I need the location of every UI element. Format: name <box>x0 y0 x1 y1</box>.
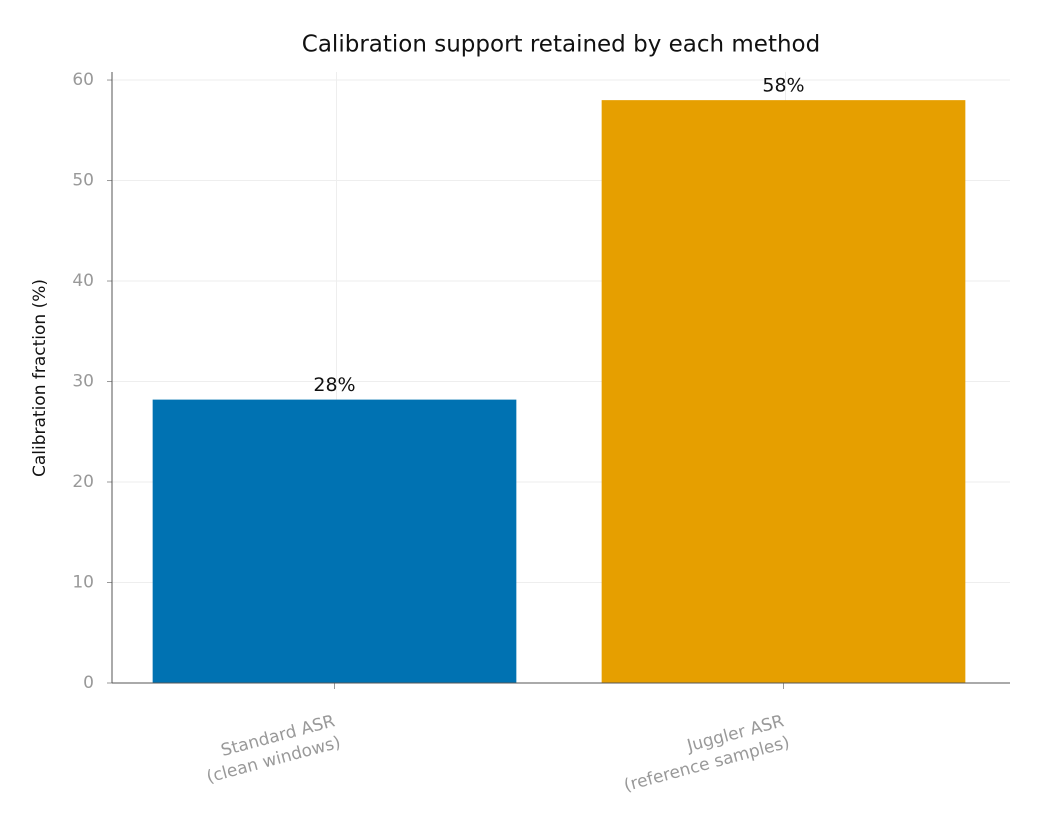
bar <box>152 399 517 683</box>
y-tick-label: 60 <box>72 70 94 90</box>
y-tick-label: 40 <box>72 271 94 291</box>
y-tick-label: 20 <box>72 472 94 492</box>
x-tick-label: Standard ASR(clean windows) <box>199 711 343 787</box>
value-label: 28% <box>313 374 355 396</box>
chart-title: Calibration support retained by each met… <box>302 32 820 58</box>
y-tick-label: 0 <box>83 673 94 693</box>
y-tick-label: 10 <box>72 573 94 593</box>
y-tick-label: 50 <box>72 171 94 191</box>
value-label: 58% <box>762 75 804 97</box>
y-axis-label: Calibration fraction (%) <box>30 279 50 477</box>
bar <box>601 100 966 683</box>
x-tick-label: Juggler ASR(reference samples) <box>616 711 792 796</box>
y-tick-label: 30 <box>72 372 94 392</box>
